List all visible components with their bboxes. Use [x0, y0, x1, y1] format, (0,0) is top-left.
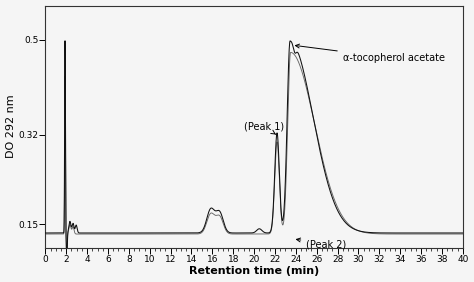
- X-axis label: Retention time (min): Retention time (min): [189, 266, 319, 276]
- Y-axis label: DO 292 nm: DO 292 nm: [6, 95, 16, 158]
- Text: (Peak 1): (Peak 1): [244, 122, 284, 135]
- Text: (Peak 2): (Peak 2): [297, 238, 346, 249]
- Text: α-tocopherol acetate: α-tocopherol acetate: [295, 44, 445, 63]
